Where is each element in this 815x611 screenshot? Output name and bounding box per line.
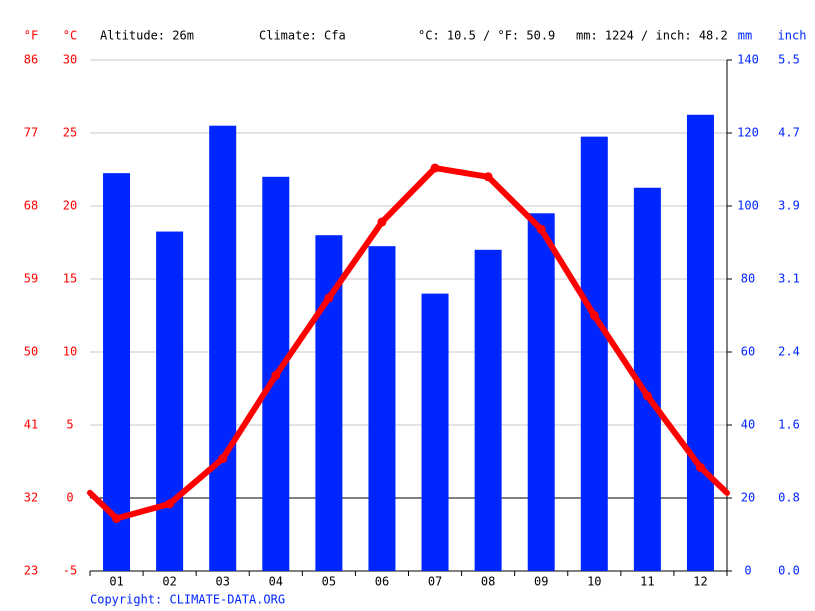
temperature-line <box>115 165 703 522</box>
x-tick-label: 02 <box>162 575 176 589</box>
y2-tick-label-inch: 5.5 <box>778 53 800 67</box>
y-tick-label: 20 <box>63 199 77 213</box>
y-tick-label-f: 86 <box>24 53 38 67</box>
unit-f: °F <box>24 29 38 43</box>
unit-inch: inch <box>778 29 807 43</box>
copyright: Copyright: CLIMATE-DATA.ORG <box>90 593 285 607</box>
y2-tick-label: 0 <box>744 564 751 578</box>
bar <box>474 249 502 572</box>
y-tick-label-f: 59 <box>24 272 38 286</box>
x-tick-label: 10 <box>587 575 601 589</box>
bar <box>527 213 555 572</box>
bar <box>368 246 396 571</box>
y-tick-label-f: 77 <box>24 126 38 140</box>
total-precip: mm: 1224 / inch: 48.2 <box>576 29 728 43</box>
x-tick-label: 04 <box>269 575 283 589</box>
temperature-point <box>271 370 281 380</box>
x-tick-label: 09 <box>534 575 548 589</box>
temperature-point <box>324 293 334 303</box>
temperature-point <box>642 391 652 401</box>
x-tick-label: 03 <box>215 575 229 589</box>
temperature-point <box>165 499 175 509</box>
y2-tick-label-inch: 2.4 <box>778 345 800 359</box>
y2-tick-label: 60 <box>741 345 755 359</box>
climate: Climate: Cfa <box>259 29 346 43</box>
x-tick-label: 06 <box>375 575 389 589</box>
temperature-point <box>589 311 599 320</box>
x-tick-label: 01 <box>109 575 123 589</box>
x-tick-label: 05 <box>322 575 336 589</box>
x-tick-label: 07 <box>428 575 442 589</box>
y-tick-label: 5 <box>66 418 73 432</box>
y2-tick-label-inch: 0.8 <box>778 491 800 505</box>
y-tick-label-f: 50 <box>24 345 38 359</box>
altitude: Altitude: 26m <box>100 29 194 43</box>
y2-tick-label-inch: 0.0 <box>778 564 800 578</box>
x-tick-label: 12 <box>693 575 707 589</box>
y-tick-label-f: 41 <box>24 418 38 432</box>
y-tick-label: 10 <box>63 345 77 359</box>
temperature-point <box>695 462 705 472</box>
y2-tick-label-inch: 4.7 <box>778 126 800 140</box>
temperature-point <box>483 172 493 182</box>
avg-temp: °C: 10.5 / °F: 50.9 <box>418 29 555 43</box>
y-tick-label: 30 <box>63 53 77 67</box>
y2-tick-label: 140 <box>737 53 759 67</box>
y2-tick-label-inch: 3.9 <box>778 199 800 213</box>
bar <box>209 125 237 571</box>
temperature-point <box>377 217 387 227</box>
temperature-point <box>536 224 546 234</box>
y-tick-label: 25 <box>63 126 77 140</box>
y2-tick-label: 20 <box>741 491 755 505</box>
y2-tick-label: 80 <box>741 272 755 286</box>
bar <box>103 173 131 571</box>
bar <box>580 136 608 571</box>
y-tick-label: 0 <box>66 491 73 505</box>
x-tick-label: 08 <box>481 575 495 589</box>
y-tick-label-f: 68 <box>24 199 38 213</box>
y-tick-label-f: 23 <box>24 564 38 578</box>
y2-tick-label-inch: 1.6 <box>778 418 800 432</box>
bar <box>156 231 184 572</box>
x-tick-label: 11 <box>640 575 654 589</box>
bar <box>686 114 714 571</box>
bar <box>315 235 343 571</box>
unit-mm: mm <box>738 29 752 43</box>
y-tick-label: -5 <box>63 564 77 578</box>
y2-tick-label: 120 <box>737 126 759 140</box>
line-wrap <box>87 489 120 522</box>
temperature-point <box>218 454 228 464</box>
y2-tick-label: 100 <box>737 199 759 213</box>
y-tick-label-f: 32 <box>24 491 38 505</box>
y-tick-label: 15 <box>63 272 77 286</box>
line-wrap <box>697 464 730 496</box>
temperature-point <box>430 163 440 173</box>
bar <box>421 293 449 571</box>
y2-tick-label-inch: 3.1 <box>778 272 800 286</box>
temperature-point <box>112 513 122 523</box>
unit-c: °C <box>63 29 77 43</box>
y2-tick-label: 40 <box>741 418 755 432</box>
